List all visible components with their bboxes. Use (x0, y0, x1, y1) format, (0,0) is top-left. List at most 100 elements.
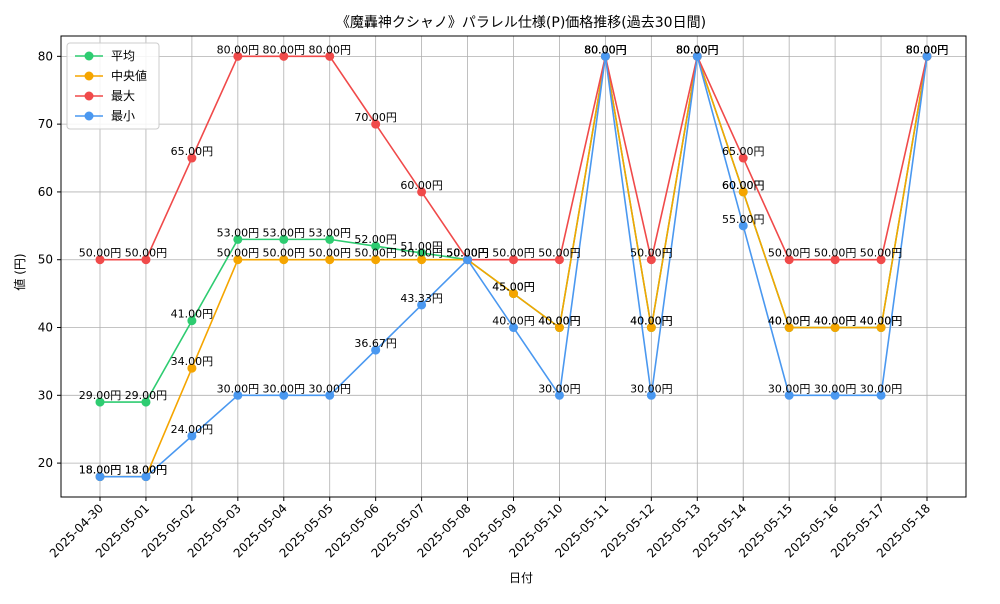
legend-label: 中央値 (111, 68, 147, 83)
data-label: 40.00円 (630, 315, 673, 328)
data-label: 18.00円 (125, 464, 168, 477)
y-tick-label: 50 (38, 253, 53, 267)
data-label: 40.00円 (538, 315, 581, 328)
data-label: 29.00円 (79, 389, 122, 402)
data-label: 53.00円 (308, 226, 351, 239)
data-label: 40.00円 (814, 315, 857, 328)
data-label: 80.00円 (308, 43, 351, 56)
data-label: 40.00円 (860, 315, 903, 328)
data-label: 50.00円 (400, 247, 443, 260)
data-label: 80.00円 (676, 43, 719, 56)
axes: 203040506070802025-04-302025-05-012025-0… (38, 35, 967, 560)
data-label: 50.00円 (814, 247, 857, 260)
data-point (95, 397, 105, 407)
y-tick-label: 20 (38, 456, 53, 470)
data-label: 80.00円 (906, 43, 949, 56)
data-point (417, 300, 427, 310)
y-axis-label: 値 (円) (12, 253, 27, 290)
data-label: 80.00円 (676, 43, 719, 56)
data-point (509, 323, 518, 333)
data-point (371, 255, 381, 265)
data-label: 50.00円 (860, 247, 903, 260)
legend-marker (84, 111, 94, 121)
data-label: 60.00円 (722, 179, 765, 192)
data-label: 50.00円 (446, 247, 489, 260)
data-point (371, 241, 381, 251)
data-label: 30.00円 (263, 382, 306, 395)
data-point (233, 255, 243, 265)
data-point (371, 345, 381, 355)
data-label: 40.00円 (860, 315, 903, 328)
data-label: 80.00円 (906, 43, 949, 56)
data-point (830, 390, 840, 400)
legend-label: 最大 (111, 89, 135, 103)
data-label: 29.00円 (125, 389, 168, 402)
data-point (233, 234, 243, 244)
data-point (279, 234, 289, 244)
data-point (417, 255, 427, 265)
data-label: 36.67円 (354, 337, 397, 350)
data-point (784, 390, 794, 400)
data-point (509, 289, 518, 299)
data-point (876, 323, 886, 333)
data-point (784, 255, 794, 265)
y-tick-label: 30 (38, 388, 53, 402)
data-point (187, 431, 197, 441)
data-point (95, 472, 105, 482)
data-label: 52.00円 (354, 233, 397, 246)
data-label: 53.00円 (217, 226, 260, 239)
data-label: 18.00円 (125, 464, 168, 477)
data-point (922, 51, 932, 61)
series-group (95, 51, 932, 482)
data-label: 30.00円 (308, 382, 351, 395)
data-label: 43.33円 (400, 292, 443, 305)
data-label: 50.00円 (446, 247, 489, 260)
data-label: 50.00円 (630, 247, 673, 260)
data-point (463, 255, 473, 265)
data-label: 30.00円 (860, 382, 903, 395)
data-label: 45.00円 (492, 281, 535, 294)
data-point (95, 255, 105, 265)
data-label: 80.00円 (676, 43, 719, 56)
data-label: 51.00円 (400, 240, 443, 253)
y-tick-label: 40 (38, 321, 53, 335)
data-point (738, 187, 748, 197)
data-point (325, 390, 335, 400)
data-label: 50.00円 (79, 247, 122, 260)
legend-marker (84, 51, 94, 61)
data-label: 53.00円 (263, 226, 306, 239)
data-label: 50.00円 (446, 247, 489, 260)
data-point (141, 255, 151, 265)
legend-label: 最小 (111, 109, 135, 123)
data-point (141, 472, 151, 482)
data-point (830, 255, 840, 265)
data-label: 30.00円 (814, 382, 857, 395)
legend-marker (84, 91, 94, 101)
data-point (279, 51, 289, 61)
data-label: 50.00円 (492, 247, 535, 260)
data-point (738, 221, 748, 231)
data-label: 40.00円 (492, 315, 535, 328)
data-point (233, 51, 243, 61)
data-point (509, 255, 518, 265)
data-point (371, 119, 381, 129)
data-point (141, 397, 151, 407)
data-point (187, 316, 197, 326)
y-tick-label: 70 (38, 117, 53, 131)
data-label: 30.00円 (768, 382, 811, 395)
data-point (325, 255, 335, 265)
data-point (692, 51, 702, 61)
data-label: 40.00円 (538, 315, 581, 328)
data-label: 80.00円 (263, 43, 306, 56)
data-point (417, 248, 427, 258)
data-label: 30.00円 (630, 382, 673, 395)
data-point (646, 390, 656, 400)
data-point (187, 153, 197, 163)
data-label: 34.00円 (171, 355, 214, 368)
data-label: 40.00円 (814, 315, 857, 328)
data-label: 45.00円 (492, 281, 535, 294)
